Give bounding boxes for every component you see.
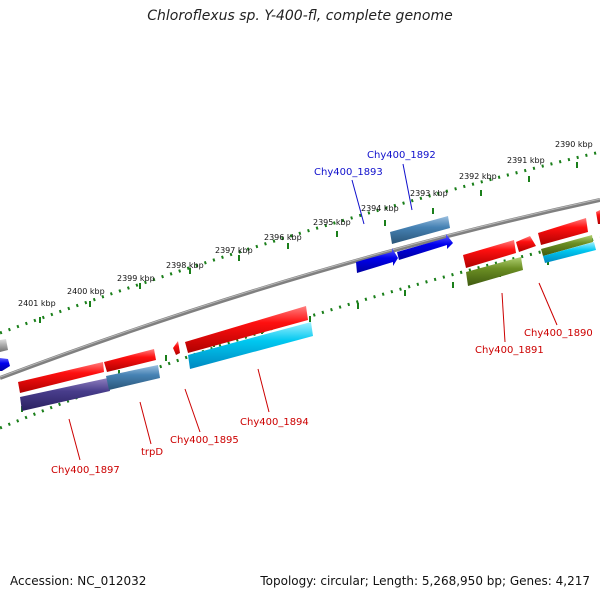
tick-label: 2394 kbp <box>361 204 399 213</box>
accession-text: Accession: NC_012032 <box>10 574 147 588</box>
tick-label: 2393 kbp <box>410 189 448 198</box>
feature-gray-left-edge <box>0 339 8 352</box>
feature-olive-chy400-1890 <box>541 235 593 256</box>
map-title: Chloroflexus sp. Y-400-fl, complete geno… <box>147 8 453 24</box>
feature-steelblue-upper <box>390 216 450 244</box>
gene-arrow-right-edge <box>596 210 600 224</box>
gene-arrow-trpd <box>104 349 156 372</box>
forward-features <box>0 216 453 371</box>
gene-label-chy400-1891: Chy400_1891 <box>475 345 544 356</box>
feature-purple-chy400-1897 <box>20 378 110 411</box>
tick-label: 2396 kbp <box>264 233 302 242</box>
feature-cyan-chy400-1890 <box>543 242 596 263</box>
gene-arrow-chy400-1890 <box>538 218 588 245</box>
tick-labels: 2390 kbp 2391 kbp 2392 kbp 2393 kbp 2394… <box>18 140 593 308</box>
leader-lines <box>68 163 558 461</box>
gene-label-chy400-1897: Chy400_1897 <box>51 465 120 476</box>
tick-label: 2390 kbp <box>555 140 593 149</box>
tick-label: 2392 kbp <box>459 172 497 181</box>
gene-label-chy400-1892: Chy400_1892 <box>367 150 436 161</box>
gene-label-chy400-1894: Chy400_1894 <box>240 417 309 428</box>
tick-label: 2391 kbp <box>507 156 545 165</box>
gene-label-trpd: trpD <box>141 447 163 458</box>
gene-arrow-small-red <box>516 236 536 252</box>
gene-labels: Chy400_1892 Chy400_1893 Chy400_1890 Chy4… <box>51 150 593 476</box>
gene-arrow-chy400-1893 <box>356 248 398 273</box>
gene-label-chy400-1890: Chy400_1890 <box>524 328 593 339</box>
tick-label: 2400 kbp <box>67 287 105 296</box>
gene-arrow-chy400-1891 <box>463 240 516 268</box>
reverse-features <box>18 210 600 411</box>
gene-arrow-chy400-1895 <box>173 341 180 355</box>
tick-label: 2395 kbp <box>313 218 351 227</box>
outer-major-ticks <box>39 162 578 323</box>
genome-summary-text: Topology: circular; Length: 5,268,950 bp… <box>260 574 590 588</box>
tick-label: 2398 kbp <box>166 261 204 270</box>
outer-tick-ring <box>0 150 600 335</box>
feature-steelblue-trpd <box>106 365 160 390</box>
gene-arrow-left-edge-blue <box>0 358 10 371</box>
feature-olive-chy400-1891 <box>466 257 523 286</box>
gene-label-chy400-1895: Chy400_1895 <box>170 435 239 446</box>
genome-backbone <box>0 198 600 380</box>
tick-label: 2401 kbp <box>18 299 56 308</box>
gene-arrow-chy400-1897 <box>18 362 104 393</box>
tick-label: 2397 kbp <box>215 246 253 255</box>
gene-arrow-chy400-1892 <box>397 234 453 260</box>
feature-cyan-chy400-1894 <box>188 322 313 369</box>
gene-label-chy400-1893: Chy400_1893 <box>314 167 383 178</box>
gene-arrow-chy400-1894 <box>185 306 308 353</box>
tick-label: 2399 kbp <box>117 274 155 283</box>
